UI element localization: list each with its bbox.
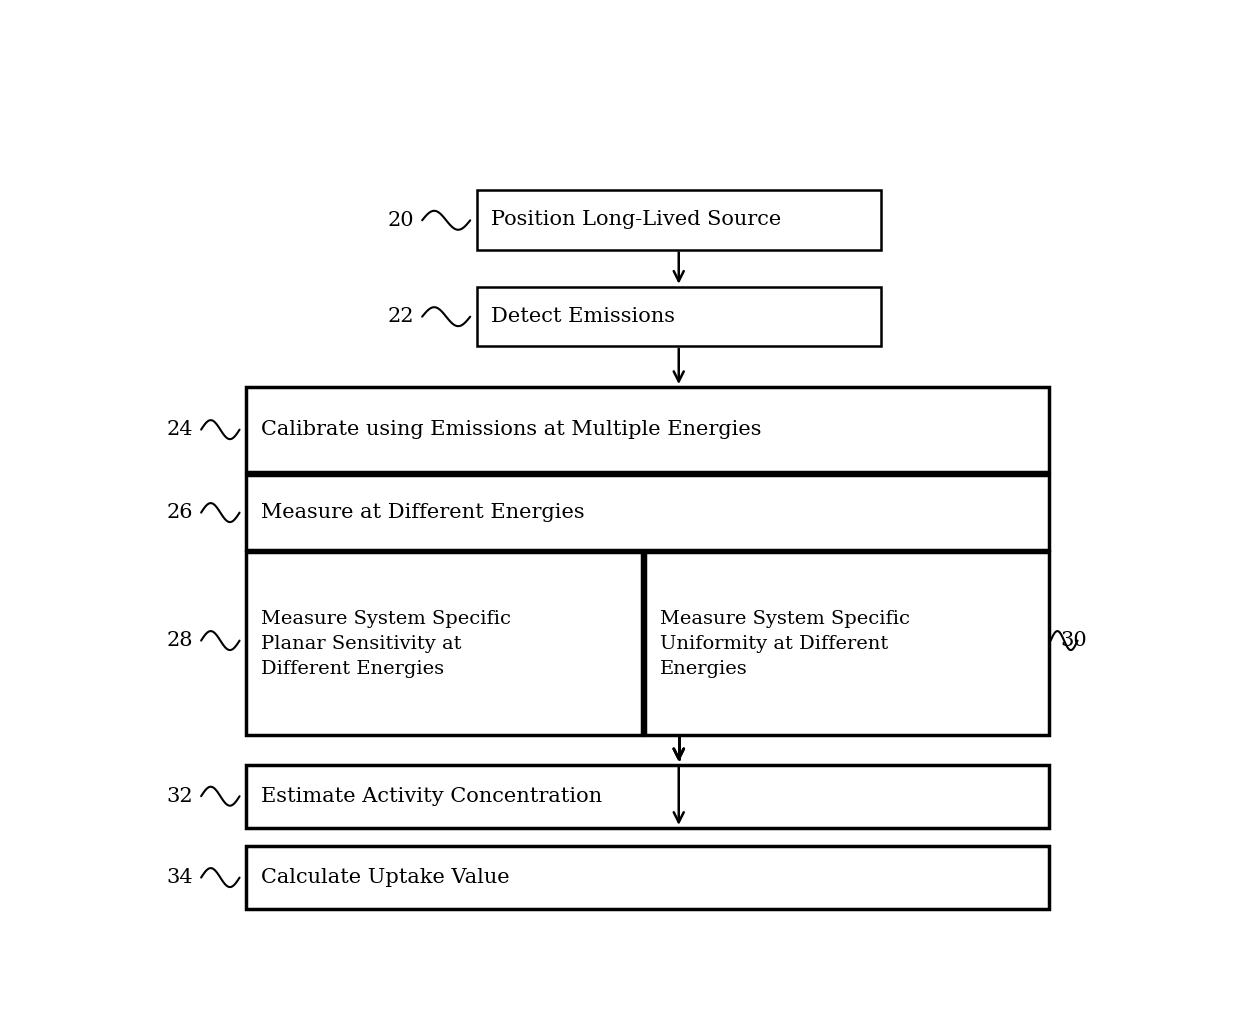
Text: Estimate Activity Concentration: Estimate Activity Concentration bbox=[260, 787, 601, 805]
Text: Calculate Uptake Value: Calculate Uptake Value bbox=[260, 868, 510, 887]
Text: 34: 34 bbox=[167, 868, 193, 887]
Text: 22: 22 bbox=[388, 307, 414, 326]
Text: Measure System Specific
Uniformity at Different
Energies: Measure System Specific Uniformity at Di… bbox=[660, 609, 909, 678]
Text: 26: 26 bbox=[167, 503, 193, 522]
Text: 32: 32 bbox=[167, 787, 193, 805]
FancyBboxPatch shape bbox=[477, 190, 880, 249]
Text: Measure System Specific
Planar Sensitivity at
Different Energies: Measure System Specific Planar Sensitivi… bbox=[260, 609, 511, 678]
Text: 20: 20 bbox=[388, 210, 414, 230]
FancyBboxPatch shape bbox=[247, 475, 1049, 550]
FancyBboxPatch shape bbox=[247, 387, 1049, 472]
Text: Position Long-Lived Source: Position Long-Lived Source bbox=[491, 210, 781, 230]
FancyBboxPatch shape bbox=[645, 552, 1049, 736]
Text: 24: 24 bbox=[167, 421, 193, 439]
Text: Measure at Different Energies: Measure at Different Energies bbox=[260, 503, 584, 521]
FancyBboxPatch shape bbox=[477, 286, 880, 346]
FancyBboxPatch shape bbox=[247, 846, 1049, 909]
Text: Detect Emissions: Detect Emissions bbox=[491, 307, 676, 326]
FancyBboxPatch shape bbox=[247, 552, 642, 736]
Text: 30: 30 bbox=[1060, 631, 1087, 650]
Text: 28: 28 bbox=[167, 631, 193, 650]
FancyBboxPatch shape bbox=[247, 764, 1049, 828]
Text: Calibrate using Emissions at Multiple Energies: Calibrate using Emissions at Multiple En… bbox=[260, 421, 761, 439]
